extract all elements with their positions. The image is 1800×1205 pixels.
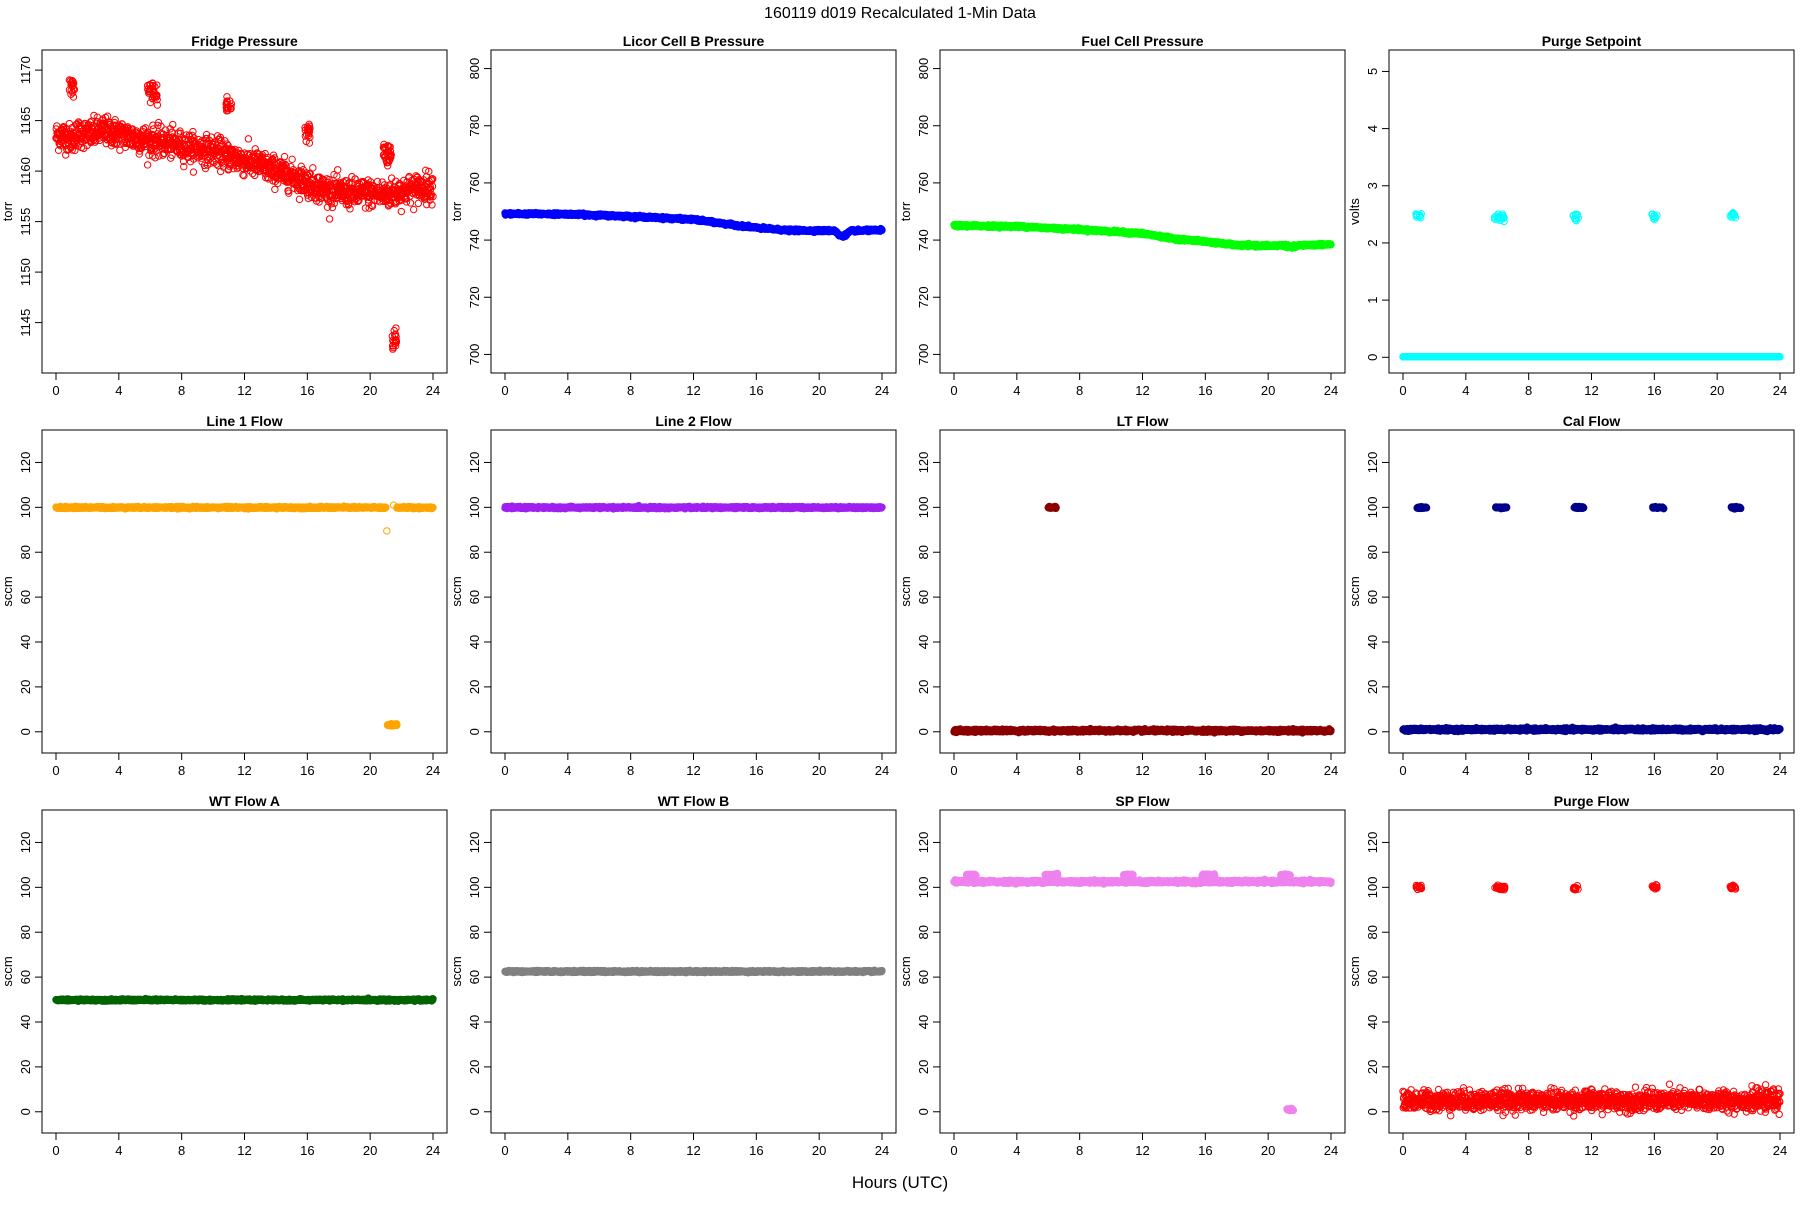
y-tick-label: 3 [1365, 182, 1380, 189]
series-points [1400, 210, 1783, 360]
plot-frame [940, 50, 1345, 373]
y-axis-label: volts [1347, 198, 1362, 225]
y-tick-label: 700 [916, 344, 931, 366]
y-tick-label: 720 [467, 286, 482, 308]
x-tick-label: 0 [52, 383, 59, 398]
x-tick-label: 12 [1584, 383, 1598, 398]
y-tick-label: 2 [1365, 239, 1380, 246]
y-tick-label: 1165 [18, 107, 33, 135]
data-point [1328, 242, 1334, 248]
x-tick-label: 24 [426, 383, 440, 398]
data-point [289, 156, 295, 162]
x-tick-label: 24 [1773, 383, 1787, 398]
x-tick-label: 8 [1076, 383, 1083, 398]
x-tick-label: 0 [501, 383, 508, 398]
y-tick-label: 1160 [18, 157, 33, 185]
data-point [190, 169, 196, 175]
y-tick-label: 1155 [18, 208, 33, 236]
x-tick-label: 20 [812, 383, 826, 398]
y-tick-label: 4 [1365, 125, 1380, 132]
data-point [296, 196, 302, 202]
y-tick-label: 760 [467, 172, 482, 194]
x-tick-label: 20 [1710, 383, 1724, 398]
x-tick-label: 4 [1462, 383, 1469, 398]
x-tick-label: 16 [749, 383, 763, 398]
x-tick-label: 20 [1261, 383, 1275, 398]
x-tick-label: 0 [950, 383, 957, 398]
y-axis-label: torr [449, 201, 464, 221]
x-tick-label: 8 [627, 383, 634, 398]
y-tick-label: 720 [916, 286, 931, 308]
y-tick-label: 1150 [18, 258, 33, 286]
y-tick-label: 800 [916, 58, 931, 80]
x-axis-label: Hours (UTC) [852, 1173, 948, 1192]
data-point [272, 186, 278, 192]
plot-frame [42, 50, 447, 373]
data-point [144, 162, 150, 168]
x-tick-label: 4 [115, 383, 122, 398]
y-axis-label: torr [0, 201, 15, 221]
page-title: 160119 d019 Recalculated 1-Min Data [764, 5, 1036, 22]
panel-title: Fuel Cell Pressure [1081, 33, 1203, 49]
x-tick-label: 16 [300, 383, 314, 398]
y-tick-label: 1170 [18, 56, 33, 84]
x-tick-label: 12 [1135, 383, 1149, 398]
y-tick-label: 780 [916, 115, 931, 137]
y-tick-label: 740 [916, 229, 931, 251]
panel-fridge-pressure: Fridge Pressure 0 4 8 12 16 20 24 1145 1150 1155 11… [0, 33, 447, 398]
x-tick-label: 12 [237, 383, 251, 398]
panel-title: Licor Cell B Pressure [623, 33, 765, 49]
x-tick-label: 24 [875, 383, 889, 398]
y-tick-label: 800 [467, 58, 482, 80]
x-tick-label: 8 [1525, 383, 1532, 398]
data-point [190, 128, 196, 134]
data-point [398, 208, 404, 214]
data-point [281, 153, 287, 159]
series-points [502, 209, 885, 240]
data-point [410, 206, 416, 212]
panel-licor-cell-b-pressure: Licor Cell B Pressure 0 4 8 12 16 20 24 700 720 74… [449, 33, 896, 398]
data-point [415, 200, 421, 206]
y-tick-label: 740 [467, 229, 482, 251]
data-point [407, 200, 413, 206]
x-tick-label: 4 [1013, 383, 1020, 398]
x-tick-label: 8 [178, 383, 185, 398]
x-tick-label: 4 [564, 383, 571, 398]
series-points [53, 77, 436, 353]
x-tick-label: 0 [1399, 383, 1406, 398]
data-point [879, 227, 885, 233]
panel-title: Purge Setpoint [1542, 33, 1642, 49]
y-tick-label: 0 [1365, 354, 1380, 361]
y-axis-label: torr [898, 201, 913, 221]
panel-fuel-cell-pressure: Fuel Cell Pressure 0 4 8 12 16 20 24 700 720 740 76… [898, 33, 1345, 398]
y-tick-label: 1 [1365, 296, 1380, 303]
y-tick-label: 5 [1365, 68, 1380, 75]
y-tick-label: 780 [467, 115, 482, 137]
series-points [951, 221, 1334, 251]
y-tick-label: 760 [916, 172, 931, 194]
x-tick-label: 20 [363, 383, 377, 398]
x-tick-label: 16 [1198, 383, 1212, 398]
panel-title: Fridge Pressure [191, 33, 298, 49]
data-point [326, 216, 332, 222]
data-point [335, 167, 341, 173]
x-tick-label: 16 [1647, 383, 1661, 398]
data-point [310, 165, 316, 171]
data-point [245, 136, 251, 142]
x-tick-label: 24 [1324, 383, 1338, 398]
y-tick-label: 700 [467, 344, 482, 366]
y-tick-label: 1145 [18, 309, 33, 337]
x-tick-label: 12 [686, 383, 700, 398]
